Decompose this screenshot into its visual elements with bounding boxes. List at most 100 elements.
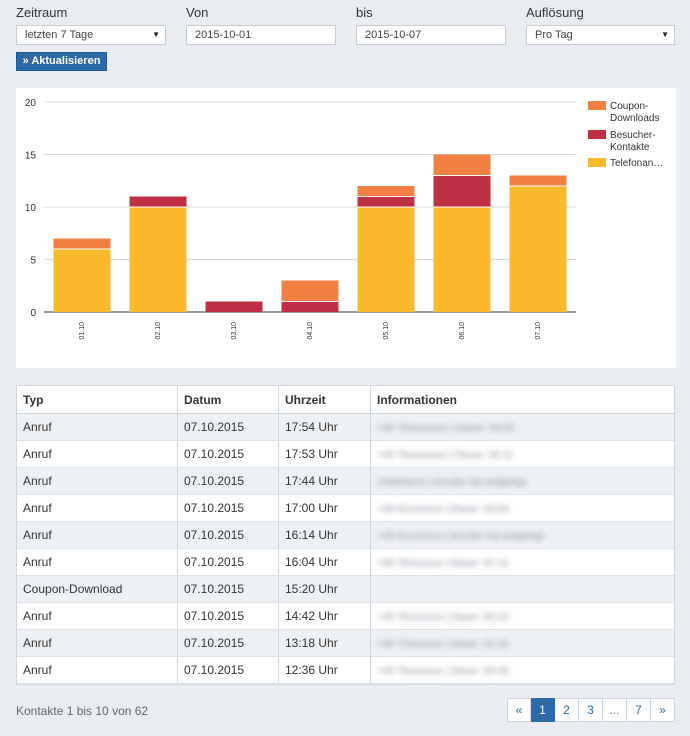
- cell-info: +49 76xxxxxxx | Dauer: 01:12: [370, 548, 674, 576]
- cell-datum: 07.10.2015: [177, 548, 279, 576]
- cell-typ: Anruf: [17, 440, 178, 468]
- cell-datum: 07.10.2015: [177, 413, 279, 441]
- cell-uhrzeit: 16:04 Uhr: [278, 548, 371, 576]
- bar-segment[interactable]: [509, 175, 567, 187]
- cell-uhrzeit: 15:20 Uhr: [278, 575, 371, 603]
- cell-info: +49 61xxxxxxx | Dauer: 00:54: [370, 494, 674, 522]
- header-typ[interactable]: Typ: [17, 386, 178, 414]
- pagination-summary: Kontakte 1 bis 10 von 62: [16, 704, 149, 718]
- table-row[interactable]: Anruf 07.10.2015 17:54 Uhr +49 76xxxxxxxx |…: [17, 413, 674, 441]
- contacts-table-wrap: Typ Datum Uhrzeit Informationen Anruf 07.…: [16, 385, 675, 685]
- x-tick-label: 05.10: [383, 322, 390, 340]
- bar-segment[interactable]: [129, 207, 187, 312]
- bar-segment[interactable]: [357, 196, 415, 208]
- info-text: +49 76xxxxxxx | Dauer: 01:12: [377, 558, 509, 569]
- bar-segment[interactable]: [509, 186, 567, 312]
- cell-info: Unbekannt | Anrufer hat aufgelegt: [370, 467, 674, 495]
- bis-value: 2015-10-07: [365, 29, 422, 41]
- x-tick-label: 06.10: [459, 322, 466, 340]
- x-tick-label: 01.10: [79, 322, 86, 340]
- dropdown-arrow-icon: ▼: [152, 30, 160, 39]
- table-row[interactable]: Anruf 07.10.2015 17:00 Uhr +49 61xxxxxxx | …: [17, 494, 674, 522]
- cell-info: +49 76xxxxxxxx | Dauer: 00:11: [370, 440, 674, 468]
- page-ellipsis: ...: [603, 698, 627, 722]
- cell-typ: Anruf: [17, 521, 178, 549]
- table-row[interactable]: Coupon-Download 07.10.2015 15:20 Uhr: [17, 575, 674, 603]
- info-text: +49 61xxxxxxx | Dauer: 00:54: [377, 504, 509, 515]
- header-uhrzeit[interactable]: Uhrzeit: [278, 386, 371, 414]
- info-text: Unbekannt | Anrufer hat aufgelegt: [377, 477, 527, 488]
- zeitraum-value: letzten 7 Tage: [25, 29, 94, 41]
- bar-segment[interactable]: [53, 249, 111, 312]
- page-button-1[interactable]: 1: [531, 698, 555, 722]
- cell-uhrzeit: 13:18 Uhr: [278, 629, 371, 657]
- cell-info: +49 76xxxxxxx | Dauer: 00:10: [370, 602, 674, 630]
- page-button-3[interactable]: 3: [579, 698, 603, 722]
- header-informationen[interactable]: Informationen: [370, 386, 674, 414]
- page-prev-button[interactable]: «: [507, 698, 531, 722]
- table-row[interactable]: Anruf 07.10.2015 12:36 Uhr +49 76xxxxxxx | …: [17, 656, 674, 684]
- legend-swatch: [588, 130, 606, 139]
- pagination: «1 2 3... 7»: [507, 698, 675, 722]
- bar-segment[interactable]: [433, 154, 491, 176]
- x-tick-label: 07.10: [535, 322, 542, 340]
- cell-datum: 07.10.2015: [177, 467, 279, 495]
- info-text: +49 72xxxxxxx | Dauer: 01:10: [377, 639, 509, 650]
- cell-datum: 07.10.2015: [177, 575, 279, 603]
- zeitraum-group: Zeitraum letzten 7 Tage ▼: [16, 4, 166, 45]
- cell-uhrzeit: 17:00 Uhr: [278, 494, 371, 522]
- page-next-button[interactable]: »: [651, 698, 675, 722]
- von-date-input[interactable]: 2015-10-01: [186, 25, 336, 45]
- cell-info: +49 76xxxxxxx | Dauer: 00:45: [370, 656, 674, 684]
- bar-segment[interactable]: [281, 301, 339, 313]
- cell-uhrzeit: 14:42 Uhr: [278, 602, 371, 630]
- bar-segment[interactable]: [281, 280, 339, 302]
- stacked-bar-chart: 0 5 10 15 20 01.10 02.10 03.10 04.10 05.10 06.10 07…: [25, 98, 664, 340]
- cell-typ: Coupon-Download: [17, 575, 178, 603]
- page-button-7[interactable]: 7: [627, 698, 651, 722]
- bar-segment[interactable]: [357, 186, 415, 197]
- legend-label: Besucher-: [610, 130, 656, 141]
- table-row[interactable]: Anruf 07.10.2015 14:42 Uhr +49 76xxxxxxx | …: [17, 602, 674, 630]
- aufloesung-value: Pro Tag: [535, 29, 573, 41]
- page-button-2[interactable]: 2: [555, 698, 579, 722]
- cell-datum: 07.10.2015: [177, 629, 279, 657]
- cell-uhrzeit: 16:14 Uhr: [278, 521, 371, 549]
- bar-segment[interactable]: [129, 196, 187, 208]
- chart-panel: 0 5 10 15 20 01.10 02.10 03.10 04.10 05.10 06.10 07…: [16, 88, 676, 368]
- bar-segment[interactable]: [357, 207, 415, 312]
- table-header-row: Typ Datum Uhrzeit Informationen: [17, 386, 674, 414]
- aufloesung-select[interactable]: Pro Tag ▼: [526, 25, 675, 45]
- legend-label: Telefonan…: [610, 158, 663, 169]
- cell-typ: Anruf: [17, 413, 178, 441]
- cell-info: [370, 575, 674, 603]
- cell-uhrzeit: 12:36 Uhr: [278, 656, 371, 684]
- header-datum[interactable]: Datum: [177, 386, 279, 414]
- contacts-table: Typ Datum Uhrzeit Informationen Anruf 07.…: [17, 386, 674, 684]
- table-row[interactable]: Anruf 07.10.2015 17:44 Uhr Unbekannt | Anru…: [17, 467, 674, 495]
- zeitraum-select[interactable]: letzten 7 Tage ▼: [16, 25, 166, 45]
- bis-date-input[interactable]: 2015-10-07: [356, 25, 506, 45]
- table-row[interactable]: Anruf 07.10.2015 17:53 Uhr +49 76xxxxxxxx |…: [17, 440, 674, 468]
- legend-swatch: [588, 101, 606, 110]
- bar-segment[interactable]: [53, 238, 111, 250]
- von-label: Von: [186, 5, 209, 20]
- cell-datum: 07.10.2015: [177, 602, 279, 630]
- bar-segment[interactable]: [433, 175, 491, 208]
- bar-segment[interactable]: [205, 301, 263, 313]
- x-tick-label: 03.10: [231, 322, 238, 340]
- update-button[interactable]: » Aktualisieren: [16, 52, 107, 71]
- y-tick-label: 15: [25, 151, 37, 162]
- bar-segment[interactable]: [433, 207, 491, 312]
- legend-label: Kontakte: [610, 142, 650, 153]
- cell-typ: Anruf: [17, 629, 178, 657]
- cell-datum: 07.10.2015: [177, 440, 279, 468]
- cell-uhrzeit: 17:54 Uhr: [278, 413, 371, 441]
- aufloesung-group: Auflösung Pro Tag ▼: [526, 4, 675, 45]
- table-row[interactable]: Anruf 07.10.2015 13:18 Uhr +49 72xxxxxxx | …: [17, 629, 674, 657]
- table-row[interactable]: Anruf 07.10.2015 16:04 Uhr +49 76xxxxxxx | …: [17, 548, 674, 576]
- cell-typ: Anruf: [17, 602, 178, 630]
- y-tick-label: 10: [25, 203, 37, 214]
- y-tick-label: 0: [30, 308, 36, 319]
- table-row[interactable]: Anruf 07.10.2015 16:14 Uhr +49 61xxxxxxx | …: [17, 521, 674, 549]
